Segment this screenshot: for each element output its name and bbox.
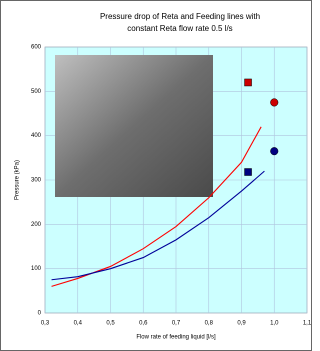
- marker: [245, 79, 252, 86]
- x-tick-label: 0,6: [139, 321, 148, 327]
- y-tick-label: 200: [31, 222, 42, 228]
- marker: [245, 169, 252, 176]
- y-axis-label: Pressure (kPa): [15, 160, 21, 200]
- marker: [270, 99, 278, 107]
- y-tick-label: 400: [31, 133, 42, 139]
- x-tick-label: 0,9: [237, 321, 246, 327]
- x-tick-label: 0,8: [205, 321, 214, 327]
- page: Pressure drop of Reta and Feeding lines …: [0, 0, 320, 351]
- y-tick-label: 300: [31, 178, 42, 184]
- chart-title: constant Reta flow rate 0.5 l/s: [127, 24, 232, 33]
- x-tick-label: 0,4: [74, 321, 83, 327]
- photo: [55, 55, 213, 197]
- x-tick-label: 0,7: [172, 321, 181, 327]
- y-tick-label: 500: [31, 89, 42, 95]
- x-tick-label: 1,1: [303, 321, 312, 327]
- x-tick-label: 1,0: [270, 321, 279, 327]
- chart: Pressure drop of Reta and Feeding lines …: [0, 0, 312, 351]
- y-tick-label: 100: [31, 266, 42, 272]
- chart-title: Pressure drop of Reta and Feeding lines …: [100, 12, 260, 21]
- marker: [270, 147, 278, 155]
- y-tick-label: 600: [31, 45, 42, 51]
- x-axis-label: Flow rate of feeding liquid [l/s]: [136, 335, 216, 341]
- x-tick-label: 0,5: [106, 321, 115, 327]
- x-tick-label: 0,3: [41, 321, 50, 327]
